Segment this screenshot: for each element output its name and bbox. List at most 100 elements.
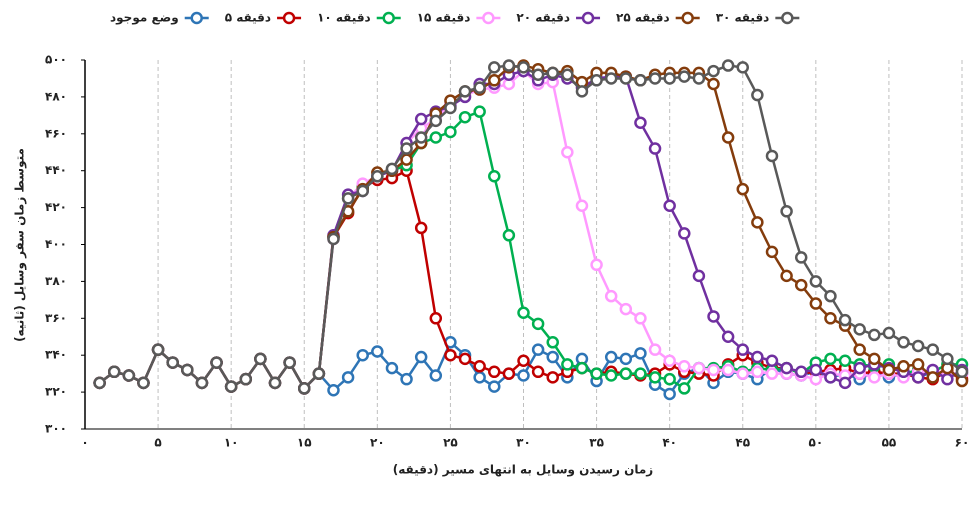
data-point (648, 142, 662, 155)
data-point (458, 110, 472, 124)
data-point (356, 348, 369, 362)
data-point (400, 153, 413, 166)
data-point (765, 367, 779, 380)
y-tick-label: ۴۴۰ (45, 163, 67, 177)
data-point (298, 382, 311, 395)
data-point (765, 245, 779, 259)
data-point (488, 380, 501, 393)
data-point (283, 356, 296, 369)
y-tick-label: ۳۸۰ (45, 274, 67, 288)
data-point (678, 360, 691, 373)
data-point (502, 229, 516, 242)
y-tick-label: ۴۲۰ (45, 200, 67, 214)
data-point (531, 68, 545, 82)
data-point (619, 72, 633, 85)
x-tick-label: ۰ (81, 436, 88, 450)
data-point (809, 275, 823, 288)
y-tick-label: ۳۲۰ (45, 385, 67, 399)
data-point (414, 131, 428, 144)
data-point (517, 61, 530, 74)
x-tick-label: ۲۵ (443, 436, 458, 450)
data-point (809, 363, 823, 377)
data-point (897, 360, 910, 373)
data-point (619, 367, 633, 380)
data-point (634, 74, 647, 87)
x-tick-label: ۱۰ (224, 436, 239, 450)
data-point (122, 369, 136, 382)
series-line (98, 109, 962, 391)
data-point (707, 77, 720, 91)
data-point (707, 64, 720, 78)
data-point (751, 365, 764, 379)
data-point (838, 376, 852, 390)
x-tick-label: ۵۰ (809, 436, 824, 450)
data-point (385, 162, 399, 176)
data-point (473, 81, 486, 94)
data-point (531, 365, 545, 379)
data-point (736, 182, 749, 196)
legend-marker (382, 11, 395, 25)
data-point (429, 114, 443, 128)
data-point (853, 323, 866, 336)
data-point (707, 310, 720, 323)
data-point (736, 343, 749, 356)
legend-label: ۵ دقیقه (225, 11, 271, 25)
legend-marker (781, 11, 794, 25)
data-point (444, 125, 457, 139)
data-point (765, 354, 779, 367)
data-point (663, 372, 676, 386)
data-point (546, 371, 559, 384)
legend-label: وضع موجود (110, 11, 179, 26)
data-point (634, 347, 647, 360)
data-point (838, 354, 852, 367)
x-tick-label: ۳۵ (589, 436, 604, 450)
data-point (794, 365, 808, 379)
data-point (721, 330, 735, 343)
x-tick-label: ۴۰ (662, 436, 677, 450)
data-point (736, 367, 749, 380)
data-point (751, 216, 764, 229)
data-point (765, 149, 779, 163)
data-point (663, 354, 676, 367)
x-tick-label: ۵۵ (882, 436, 897, 450)
y-tick-label: ۵۰۰ (45, 53, 67, 67)
data-point (926, 371, 940, 384)
x-tick-label: ۴۵ (735, 436, 750, 450)
data-point (926, 343, 940, 356)
y-tick-label: ۴۶۰ (45, 126, 67, 140)
data-point (634, 116, 647, 129)
legend-label: ۱۰ دقیقه (317, 11, 371, 25)
data-point (575, 199, 589, 213)
data-point (488, 365, 501, 379)
legend-label: ۳۰ دقیقه (716, 11, 770, 25)
data-point (780, 269, 793, 283)
data-point (604, 72, 618, 85)
data-point (663, 387, 676, 401)
data-point (794, 251, 808, 264)
series-line (98, 69, 962, 391)
x-tick-label: ۳۰ (516, 436, 531, 450)
data-point (371, 169, 384, 183)
data-point (780, 361, 793, 375)
data-point (502, 367, 516, 380)
data-point (678, 70, 691, 83)
data-point (590, 367, 603, 380)
data-point (824, 352, 837, 366)
data-point (590, 74, 603, 87)
data-point (868, 371, 881, 384)
data-point (824, 289, 837, 303)
data-point (137, 376, 150, 390)
data-point (546, 66, 559, 80)
data-point (736, 61, 749, 74)
data-point (590, 258, 603, 272)
legend-label: ۲۰ دقیقه (516, 11, 570, 25)
legend-marker (190, 11, 203, 25)
data-point (882, 363, 896, 377)
data-point (824, 312, 837, 325)
data-point (341, 192, 355, 205)
legend-marker (282, 11, 296, 25)
legend-marker (681, 11, 694, 25)
data-point (312, 367, 326, 380)
data-point (692, 361, 706, 375)
data-point (853, 361, 866, 375)
